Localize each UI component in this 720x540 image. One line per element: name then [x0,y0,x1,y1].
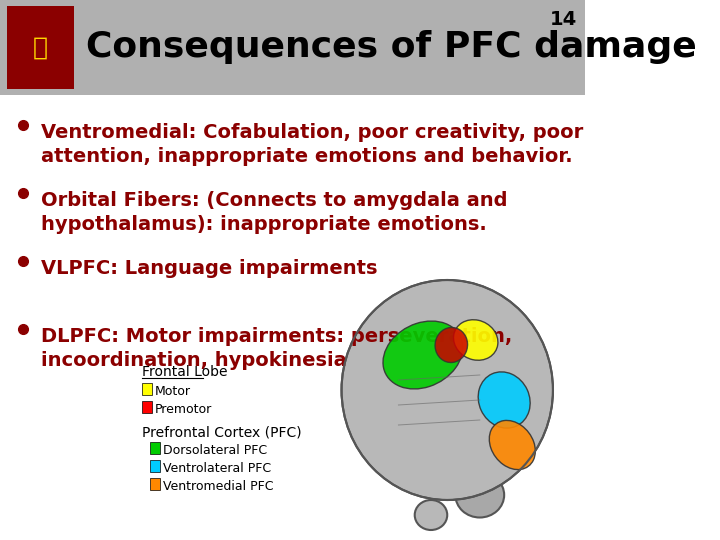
Text: 14: 14 [550,10,577,29]
Bar [6,6,73,89]
Text: Orbital Fibers: (Connects to amygdala and
hypothalamus): inappropriate emotions.: Orbital Fibers: (Connects to amygdala an… [40,191,507,234]
Text: Frontal Lobe: Frontal Lobe [143,365,228,379]
Bar [0,0,585,94]
Ellipse shape [341,280,553,500]
Text: 🌴: 🌴 [32,35,48,59]
Ellipse shape [454,320,498,360]
Bar [150,460,160,472]
Ellipse shape [383,321,463,389]
Text: VLPFC: Language impairments: VLPFC: Language impairments [40,259,377,278]
Text: DLPFC: Motor impairments: perseveration,
incoordination, hypokinesia: DLPFC: Motor impairments: perseveration,… [40,327,512,370]
Text: Motor: Motor [155,385,191,398]
Text: Ventromedial: Cofabulation, poor creativity, poor
attention, inappropriate emoti: Ventromedial: Cofabulation, poor creativ… [40,123,583,166]
Ellipse shape [415,500,447,530]
Ellipse shape [478,372,530,428]
Text: Prefrontal Cortex (PFC): Prefrontal Cortex (PFC) [143,426,302,440]
Text: Consequences of PFC damage: Consequences of PFC damage [86,30,696,64]
Text: Ventrolateral PFC: Ventrolateral PFC [163,462,271,475]
Text: Ventromedial PFC: Ventromedial PFC [163,480,273,493]
Text: Premotor: Premotor [155,403,212,416]
Ellipse shape [435,327,467,362]
Ellipse shape [490,421,536,470]
Ellipse shape [455,472,504,517]
Bar [150,478,160,490]
Bar [150,442,160,454]
Bar [143,383,152,395]
Bar [143,401,152,413]
Text: Dorsolateral PFC: Dorsolateral PFC [163,444,267,457]
